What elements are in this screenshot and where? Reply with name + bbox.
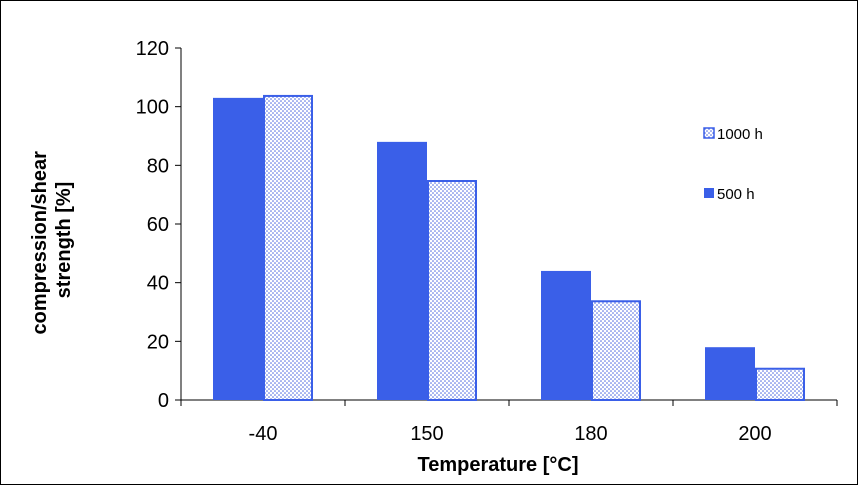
y-axis: 0 20 40 60 80 100 120	[136, 38, 182, 412]
x-tick-label: 180	[574, 423, 607, 445]
bar-1000h-200	[755, 367, 805, 402]
bar-1000h-180	[591, 300, 641, 401]
legend-swatch-1000h	[703, 127, 715, 139]
x-axis: -40 150 180 200	[180, 399, 838, 445]
y-tick-label: 100	[136, 97, 169, 119]
y-axis-title-line-1: compression/shear	[29, 151, 51, 335]
y-tick-label: 60	[147, 214, 169, 236]
bars	[213, 94, 805, 402]
legend-label-1000h: 1000 h	[717, 126, 763, 143]
legend: 1000 h 500 h	[703, 126, 763, 203]
x-tick-label: -40	[249, 423, 278, 445]
bar-1000h--40	[263, 94, 313, 402]
bar-500h--40	[213, 97, 263, 400]
bar-500h-180	[541, 270, 591, 400]
bar-500h-150	[377, 141, 427, 400]
y-tick-label: 120	[136, 38, 169, 60]
y-axis-title-line-2: strength [%]	[53, 182, 75, 299]
y-tick-label: 40	[147, 273, 169, 295]
y-tick-label: 20	[147, 331, 169, 353]
y-tick-label: 0	[158, 390, 169, 412]
y-tick-label: 80	[147, 155, 169, 177]
y-axis-title: compression/shear strength [%]	[29, 146, 75, 335]
legend-swatch-500h	[704, 188, 714, 198]
legend-label-500h: 500 h	[717, 186, 755, 203]
x-tick-label: 150	[410, 423, 443, 445]
bar-500h-200	[705, 347, 755, 400]
x-axis-title: Temperature [°C]	[418, 454, 579, 476]
x-tick-label: 200	[738, 423, 771, 445]
bar-1000h-150	[427, 180, 477, 401]
